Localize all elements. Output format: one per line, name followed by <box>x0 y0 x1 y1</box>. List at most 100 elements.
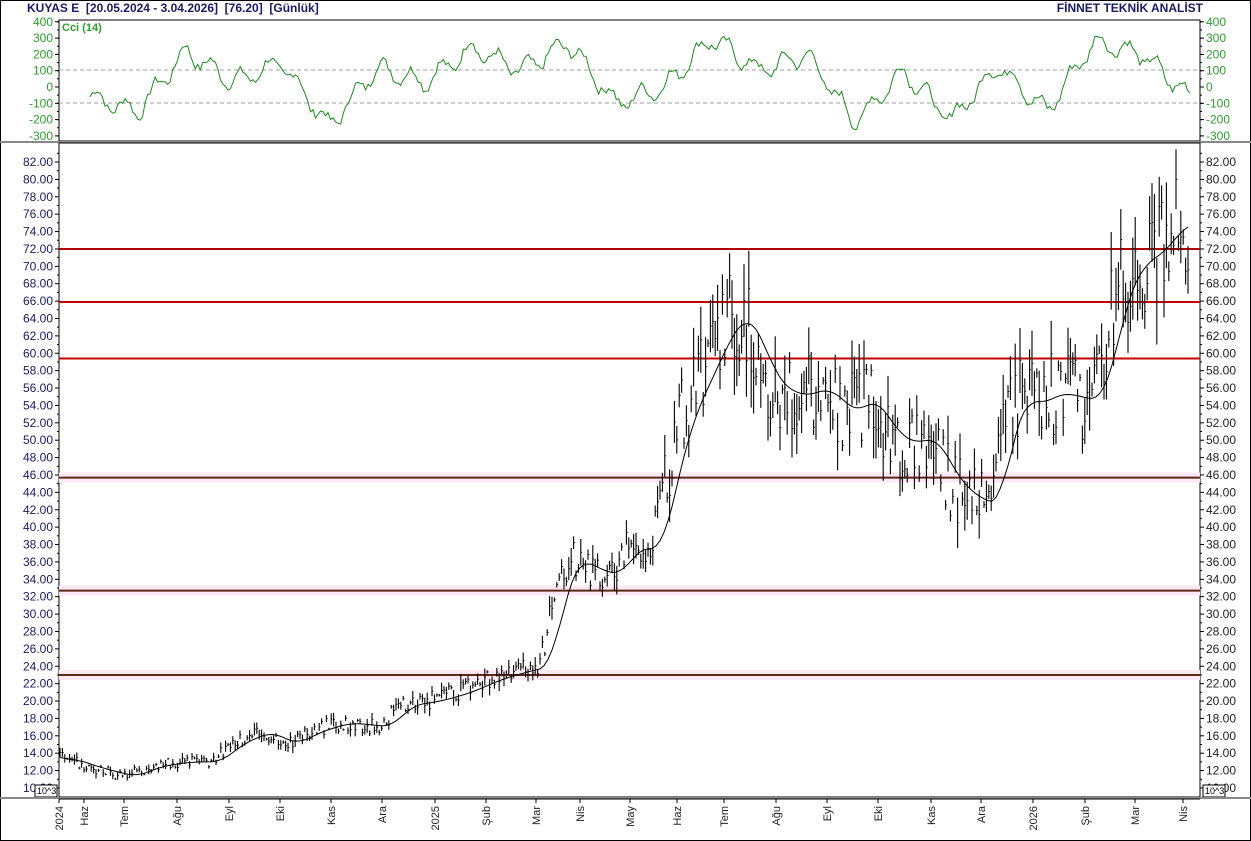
svg-text:10^3: 10^3 <box>1205 786 1224 796</box>
svg-text:78.00: 78.00 <box>1206 190 1236 204</box>
svg-text:100: 100 <box>1206 64 1226 78</box>
brand-label: FİNNET TEKNİK ANALİST <box>1056 1 1203 15</box>
svg-text:76.00: 76.00 <box>23 207 53 221</box>
svg-text:60.00: 60.00 <box>1206 346 1236 360</box>
svg-text:14.00: 14.00 <box>23 746 53 760</box>
price-axis-left: 82.00 80.00 78.00 76.00 74.00 72.00 70.00 68.00… <box>23 152 59 795</box>
svg-text:18.00: 18.00 <box>23 711 53 725</box>
svg-text:56.00: 56.00 <box>1206 381 1236 395</box>
svg-text:12.00: 12.00 <box>23 764 53 778</box>
svg-text:42.00: 42.00 <box>1206 503 1236 517</box>
svg-text:Kas: Kas <box>326 806 338 825</box>
svg-text:60.00: 60.00 <box>23 346 53 360</box>
svg-text:36.00: 36.00 <box>1206 555 1236 569</box>
svg-text:May: May <box>625 806 637 827</box>
svg-text:-100: -100 <box>29 96 53 110</box>
price-axis-right: 82.00 80.00 78.00 76.00 74.00 72.00 70.00 68.00… <box>1200 152 1236 795</box>
svg-text:64.00: 64.00 <box>1206 311 1236 325</box>
price-panel[interactable] <box>58 142 1201 798</box>
svg-text:32.00: 32.00 <box>23 590 53 604</box>
svg-text:36.00: 36.00 <box>23 555 53 569</box>
svg-text:68.00: 68.00 <box>1206 277 1236 291</box>
svg-text:Ağu: Ağu <box>771 806 783 826</box>
svg-text:18.00: 18.00 <box>1206 711 1236 725</box>
svg-text:300: 300 <box>1206 31 1226 45</box>
cci-axis-left: 400 300 200 100 0 -100 -200 -300 <box>29 15 59 143</box>
svg-text:400: 400 <box>1206 15 1226 29</box>
svg-text:400: 400 <box>33 15 53 29</box>
svg-text:46.00: 46.00 <box>1206 468 1236 482</box>
svg-text:50.00: 50.00 <box>1206 433 1236 447</box>
svg-text:28.00: 28.00 <box>23 624 53 638</box>
svg-text:64.00: 64.00 <box>23 311 53 325</box>
svg-text:22.00: 22.00 <box>1206 677 1236 691</box>
svg-text:82.00: 82.00 <box>1206 155 1236 169</box>
svg-text:44.00: 44.00 <box>1206 485 1236 499</box>
svg-text:Şub: Şub <box>481 806 493 826</box>
svg-text:20.00: 20.00 <box>1206 694 1236 708</box>
chart-title: KUYAS E [20.05.2024 - 3.04.2026] [76.20]… <box>27 1 319 15</box>
svg-text:82.00: 82.00 <box>23 155 53 169</box>
svg-text:30.00: 30.00 <box>23 607 53 621</box>
svg-text:38.00: 38.00 <box>1206 538 1236 552</box>
svg-text:12.00: 12.00 <box>1206 764 1236 778</box>
svg-text:Haz: Haz <box>672 806 684 826</box>
support-resistance-lines <box>59 247 1200 680</box>
exponent-badge-left: 10^3 <box>34 784 58 798</box>
svg-text:Haz: Haz <box>79 806 91 826</box>
svg-text:68.00: 68.00 <box>23 277 53 291</box>
svg-text:Şub: Şub <box>1080 806 1092 826</box>
moving-average-line <box>59 226 1189 776</box>
x-axis: 2024 Haz Tem Ağu Eyl Eki Kas Ara 2025 Şub Mar Nis Ma… <box>54 799 1190 830</box>
svg-text:Ağu: Ağu <box>172 806 184 826</box>
svg-text:0: 0 <box>1206 80 1213 94</box>
svg-text:80.00: 80.00 <box>23 172 53 186</box>
svg-text:32.00: 32.00 <box>1206 590 1236 604</box>
svg-text:10^3: 10^3 <box>37 786 56 796</box>
svg-text:42.00: 42.00 <box>23 503 53 517</box>
svg-text:2025: 2025 <box>430 806 442 830</box>
svg-text:54.00: 54.00 <box>23 398 53 412</box>
svg-text:54.00: 54.00 <box>1206 398 1236 412</box>
svg-text:66.00: 66.00 <box>1206 294 1236 308</box>
svg-text:Eyl: Eyl <box>822 806 834 821</box>
svg-text:58.00: 58.00 <box>23 364 53 378</box>
svg-text:14.00: 14.00 <box>1206 746 1236 760</box>
svg-text:62.00: 62.00 <box>1206 329 1236 343</box>
svg-text:40.00: 40.00 <box>23 520 53 534</box>
svg-text:26.00: 26.00 <box>23 642 53 656</box>
svg-text:48.00: 48.00 <box>23 451 53 465</box>
svg-text:74.00: 74.00 <box>23 225 53 239</box>
svg-text:Eyl: Eyl <box>224 806 236 821</box>
cci-axis-right: 400 300 200 100 0 -100 -200 -300 <box>1200 15 1230 143</box>
svg-text:38.00: 38.00 <box>23 538 53 552</box>
svg-text:2026: 2026 <box>1028 806 1040 830</box>
cci-panel[interactable] <box>58 19 1201 142</box>
svg-text:Kas: Kas <box>926 806 938 825</box>
svg-text:2024: 2024 <box>54 806 66 830</box>
svg-text:52.00: 52.00 <box>1206 416 1236 430</box>
svg-text:-300: -300 <box>29 129 53 143</box>
svg-text:20.00: 20.00 <box>23 694 53 708</box>
svg-text:44.00: 44.00 <box>23 485 53 499</box>
svg-text:24.00: 24.00 <box>1206 659 1236 673</box>
svg-text:Ara: Ara <box>377 805 389 823</box>
svg-text:34.00: 34.00 <box>1206 572 1236 586</box>
svg-text:72.00: 72.00 <box>1206 242 1236 256</box>
svg-text:30.00: 30.00 <box>1206 607 1236 621</box>
svg-text:0: 0 <box>46 80 53 94</box>
svg-text:52.00: 52.00 <box>23 416 53 430</box>
svg-text:Nis: Nis <box>1178 806 1190 822</box>
svg-text:40.00: 40.00 <box>1206 520 1236 534</box>
svg-text:16.00: 16.00 <box>23 729 53 743</box>
svg-text:50.00: 50.00 <box>23 433 53 447</box>
svg-text:56.00: 56.00 <box>23 381 53 395</box>
svg-text:300: 300 <box>33 31 53 45</box>
svg-text:200: 200 <box>33 47 53 61</box>
svg-text:22.00: 22.00 <box>23 677 53 691</box>
svg-text:80.00: 80.00 <box>1206 172 1236 186</box>
svg-text:76.00: 76.00 <box>1206 207 1236 221</box>
cci-line <box>89 35 1191 130</box>
exponent-badge-right: 10^3 <box>1202 784 1226 798</box>
